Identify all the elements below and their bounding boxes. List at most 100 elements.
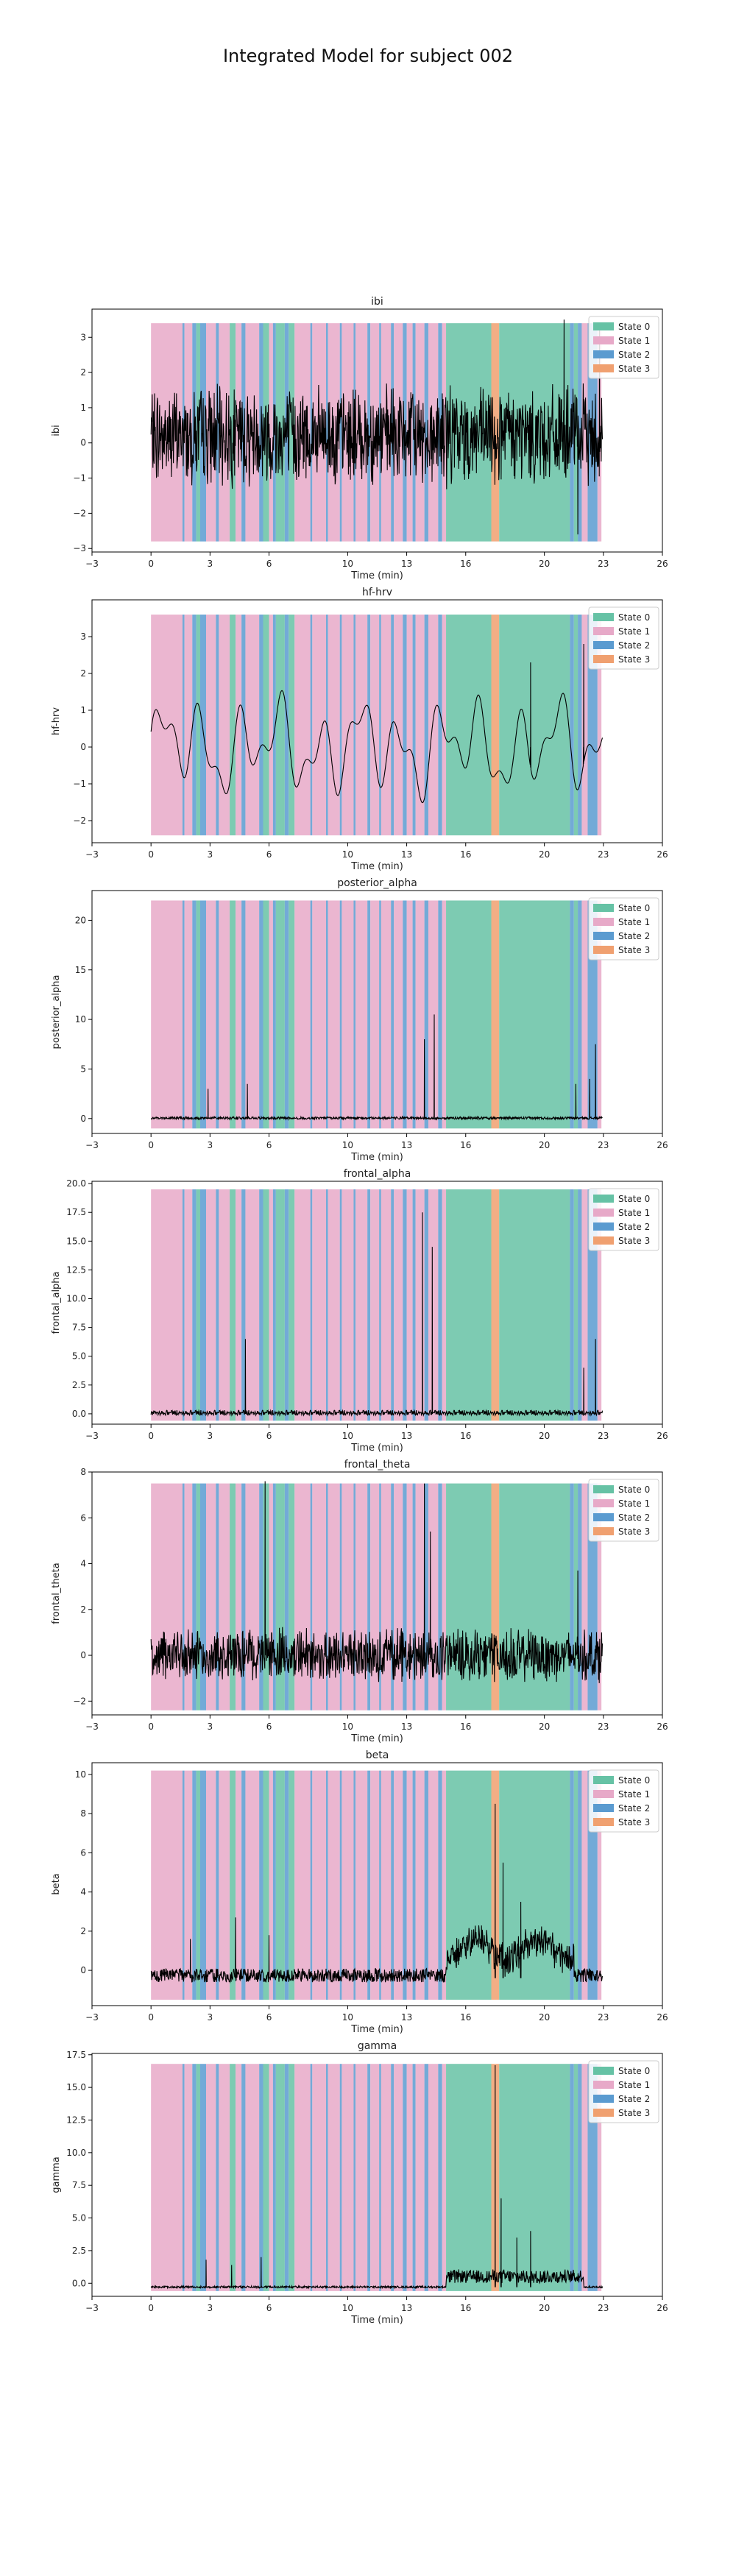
x-tick-label: 10 [342,559,353,569]
state-band [269,900,273,1129]
state-band [245,1770,260,2000]
y-tick-label: 12.5 [66,1264,86,1275]
state-band [353,1483,356,1710]
state-band [342,1483,354,1710]
legend-swatch [593,1236,614,1245]
plot-frame [91,1181,663,1425]
x-tick-label: 10 [342,2303,353,2313]
x-tick-label: 6 [266,1722,272,1732]
state-band [597,1189,602,1421]
state-band [219,1189,230,1421]
state-band [381,1770,392,2000]
x-tick-label: 26 [657,1722,668,1732]
y-axis-label: frontal_alpha [51,1271,62,1334]
plot-frame [91,2053,663,2297]
x-tick-label: 13 [401,2303,412,2313]
state-band [381,900,392,1129]
state-band [259,1189,263,1421]
state-band [370,1189,380,1421]
state-band [355,615,368,835]
state-band [230,323,236,542]
state-band [379,2064,381,2291]
x-tick-label: 6 [266,559,272,569]
state-band [241,1189,246,1421]
state-band [272,1483,276,1710]
state-band [284,1189,289,1421]
state-band [491,1483,500,1710]
legend-swatch [593,2095,614,2103]
x-tick-label: 13 [401,1140,412,1150]
state-band [184,1770,193,2000]
state-band [573,1770,578,2000]
state-band [192,1189,197,1421]
x-tick-label: 16 [460,849,471,860]
x-tick-label: 13 [401,559,412,569]
state-band [394,1189,403,1421]
series-line [150,1481,604,1683]
x-tick-label: −3 [85,559,99,569]
state-band [269,323,273,542]
state-band [446,615,492,835]
series-line [150,2064,604,2290]
x-tick-label: 10 [342,849,353,860]
state-band [184,900,193,1129]
state-band [230,900,236,1129]
x-axis-label: Time (min) [350,2024,403,2035]
state-band [294,900,311,1129]
state-band [342,900,354,1129]
plot-frame [91,1762,663,2006]
y-tick-label: 2.5 [72,1380,86,1390]
state-band [182,2064,185,2291]
x-tick-label: 3 [208,2303,213,2313]
state-band [424,1189,428,1421]
state-band [219,1770,230,2000]
state-band [379,1770,381,2000]
state-band [570,615,574,835]
state-band [284,900,289,1129]
state-band [263,2064,269,2291]
x-tick-label: 26 [657,1140,668,1150]
x-tick-label: 10 [342,1140,353,1150]
state-band [199,1770,206,2000]
legend-swatch [593,1222,614,1231]
state-band [578,900,582,1129]
state-band [310,2064,313,2291]
state-band [192,615,197,835]
x-tick-label: 13 [401,849,412,860]
state-band [581,2064,588,2291]
state-band [326,1483,328,1710]
state-band [310,900,313,1129]
x-tick-label: 16 [460,2012,471,2023]
state-band [326,1189,328,1421]
legend-label: State 0 [618,322,650,332]
x-axis-label: Time (min) [350,1733,403,1744]
state-band [182,1483,185,1710]
legend-swatch [593,364,614,372]
state-band [199,1189,206,1421]
state-band [259,615,263,835]
series-line [150,643,604,804]
state-band [491,615,500,835]
state-band [310,1189,313,1421]
state-band [272,615,276,835]
state-band [391,615,394,835]
x-axis-label: Time (min) [350,861,403,872]
y-tick-label: −1 [73,779,86,789]
legend-swatch [593,336,614,344]
state-band [353,1770,356,2000]
legend-label: State 1 [618,917,650,927]
state-band [196,1483,200,1710]
x-tick-label: 3 [208,2012,213,2023]
state-band [578,1483,582,1710]
x-tick-label: 23 [598,2012,609,2023]
x-tick-label: 0 [148,849,154,860]
y-tick-label: −2 [73,508,86,518]
state-band [403,900,407,1129]
legend-swatch [593,2067,614,2075]
legend-label: State 1 [618,1208,650,1218]
state-band [151,900,183,1129]
state-band [597,1483,602,1710]
state-band [394,1770,403,2000]
